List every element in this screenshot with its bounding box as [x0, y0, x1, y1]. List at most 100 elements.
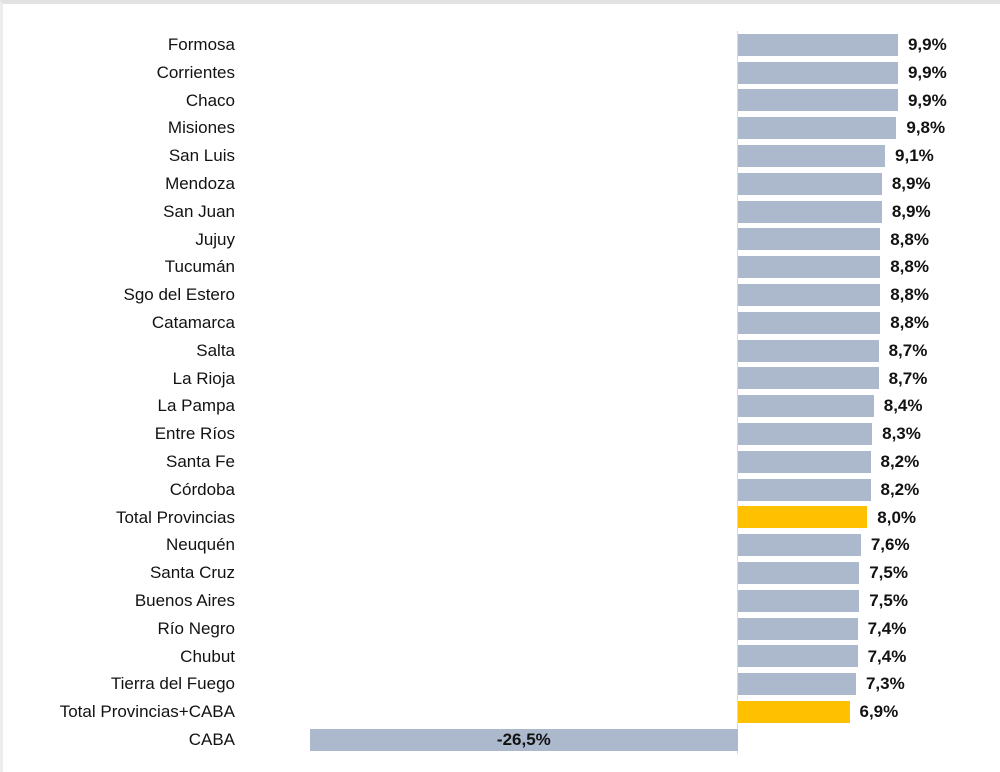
category-label: Sgo del Estero [123, 285, 235, 305]
value-label: 7,6% [870, 535, 910, 555]
chart-row: Tucumán 8,8% [3, 253, 1000, 281]
chart-row: Jujuy 8,8% [3, 226, 1000, 254]
value-bar [738, 200, 882, 223]
category-label: Mendoza [165, 174, 235, 193]
category-label: Misiones [167, 118, 235, 138]
chart-row: La Rioja 8,7% [3, 365, 1000, 393]
value-label: 8,2% [880, 479, 920, 499]
category-label: Córdoba [169, 479, 235, 499]
category-label: Río Negro [157, 618, 235, 638]
chart-row: Corrientes 9,9% [3, 59, 1000, 87]
chart-row: Santa Fe 8,2% [3, 448, 1000, 476]
category-label: Santa Cruz [149, 563, 235, 583]
value-label: 8,9% [891, 201, 931, 221]
chart-row: Neuquén 7,6% [3, 531, 1000, 559]
value-label: 8,4% [883, 396, 923, 416]
chart-row: Chubut 7,4% [3, 643, 1000, 671]
value-bar [738, 33, 898, 56]
value-bar [738, 339, 879, 362]
category-label: Neuquén [165, 535, 235, 555]
value-label: 7,5% [869, 591, 908, 610]
chart-row: Sgo del Estero 8,8% [3, 281, 1000, 309]
value-bar [738, 645, 858, 668]
chart-row: San Luis 9,1% [3, 142, 1000, 170]
value-label: 8,7% [888, 368, 928, 388]
chart-row: Buenos Aires 7,5% [3, 587, 1000, 615]
category-label: Tucumán [164, 257, 235, 277]
value-bar [309, 728, 738, 751]
chart-row: Catamarca 8,8% [3, 309, 1000, 337]
value-bar [738, 589, 860, 612]
category-label: Buenos Aires [134, 591, 235, 610]
value-label: 7,4% [867, 618, 907, 638]
chart-row: Misiones 9,8% [3, 114, 1000, 142]
value-bar [738, 673, 856, 696]
chart-row: Mendoza 8,9% [3, 170, 1000, 198]
value-label: 9,8% [906, 118, 946, 138]
chart-row: Tierra del Fuego 7,3% [3, 670, 1000, 698]
category-label: Tierra del Fuego [110, 674, 235, 694]
category-label: San Juan [163, 201, 235, 221]
category-label: Total Provincias+CABA [59, 702, 235, 722]
value-bar [738, 256, 881, 279]
value-bar [738, 478, 871, 501]
value-bar [738, 450, 871, 473]
chart-row: Chaco 9,9% [3, 87, 1000, 115]
category-label: La Pampa [157, 396, 236, 416]
category-label: La Rioja [172, 368, 235, 388]
category-label: Santa Fe [166, 452, 235, 471]
value-label: 8,9% [891, 174, 931, 193]
category-label: Chaco [185, 90, 235, 110]
value-bar-highlight [738, 506, 868, 529]
category-label: CABA [188, 730, 235, 749]
value-label: 9,9% [907, 62, 947, 82]
value-label: -26,5% [496, 730, 551, 749]
value-bar-highlight [738, 701, 850, 724]
value-bar [738, 145, 886, 168]
category-label: Total Provincias [115, 507, 235, 527]
category-label: Catamarca [151, 313, 235, 332]
zero-axis-line [737, 31, 738, 754]
value-bar [738, 367, 879, 390]
value-label: 7,3% [865, 674, 905, 694]
value-label: 8,2% [880, 452, 920, 471]
value-label: 6,9% [859, 702, 899, 722]
value-label: 9,9% [907, 35, 947, 54]
chart-row: Salta 8,7% [3, 337, 1000, 365]
category-label: Chubut [180, 646, 235, 666]
value-label: 8,7% [888, 340, 928, 360]
chart-row: La Pampa 8,4% [3, 392, 1000, 420]
chart-row: Formosa 9,9% [3, 31, 1000, 59]
value-label: 7,5% [869, 563, 908, 583]
category-label: Entre Ríos [154, 424, 235, 444]
value-bar [738, 61, 898, 84]
value-bar [738, 284, 881, 307]
value-label: 8,8% [890, 285, 929, 305]
value-bar [738, 534, 861, 557]
chart-row: Total Provincias+CABA 6,9% [3, 698, 1000, 726]
value-label: 8,8% [890, 313, 929, 332]
chart-row: Santa Cruz 7,5% [3, 559, 1000, 587]
value-label: 7,4% [867, 646, 907, 666]
value-bar [738, 562, 860, 585]
value-bar [738, 395, 874, 418]
value-bar [738, 617, 858, 640]
chart-row: CABA -26,5% [3, 726, 1000, 754]
value-label: 9,9% [907, 90, 947, 110]
value-label: 8,8% [890, 229, 929, 249]
value-bar [738, 423, 873, 446]
category-label: Salta [196, 340, 235, 360]
bar-chart: Formosa 9,9% Corrientes 9,9% Chaco 9,9% Mision… [3, 4, 1000, 772]
value-bar [738, 89, 898, 112]
value-label: 8,8% [890, 257, 929, 277]
category-label: San Luis [168, 146, 235, 166]
value-bar [738, 117, 897, 140]
value-bar [738, 311, 881, 334]
chart-row: San Juan 8,9% [3, 198, 1000, 226]
value-label: 9,1% [895, 146, 934, 166]
category-label: Formosa [167, 35, 235, 54]
chart-row: Río Negro 7,4% [3, 615, 1000, 643]
chart-row: Total Provincias 8,0% [3, 504, 1000, 532]
chart-row: Córdoba 8,2% [3, 476, 1000, 504]
